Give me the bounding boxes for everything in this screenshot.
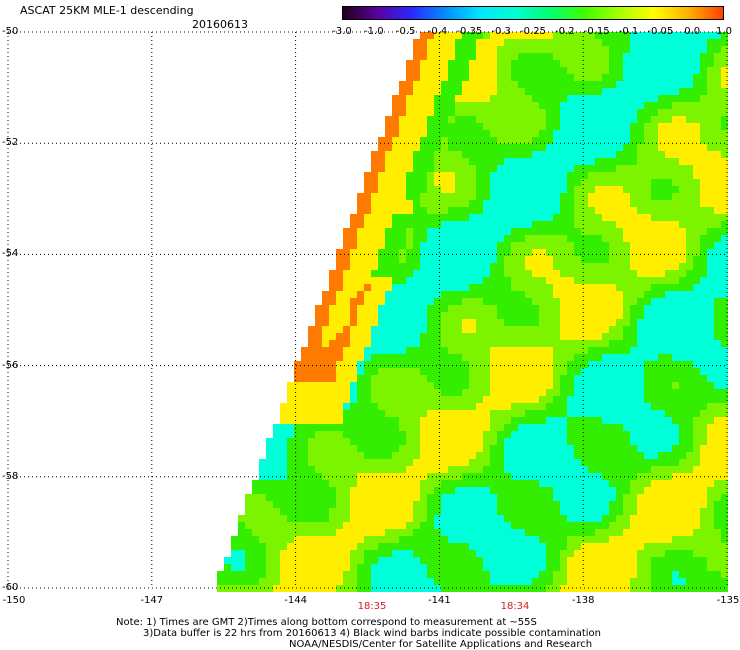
colorbar-tick-label: -0.3 [491,26,511,37]
latitude-label: -50 [2,26,19,37]
colorbar-tick-label: -0.05 [647,26,674,37]
colorbar-tick-label: -3.0 [332,26,352,37]
colorbar-tick-label: -0.1 [618,26,639,37]
longitude-label: -144 [284,595,307,606]
latitude-label: -56 [2,359,19,371]
map-grid [7,31,728,589]
colorbar-tick-label: 1.0 [716,26,732,37]
longitude-label: -135 [716,595,740,606]
latitude-label: -54 [2,248,19,260]
latitude-label: -58 [2,470,19,482]
longitude-label: -138 [571,595,595,606]
note-line-2: 3)Data buffer is 22 hrs from 20160613 4)… [143,628,601,639]
colorbar-tick-label: -0.2 [555,26,575,37]
map-title: ASCAT 25KM MLE-1 descending [20,4,194,17]
colorbar-tick-label: -1.0 [364,26,384,37]
map-date: 20160613 [192,18,248,31]
longitude-label: -141 [428,595,451,606]
colorbar-tick-label: 0.0 [684,26,701,37]
note-line-3: NOAA/NESDIS/Center for Satellite Applica… [289,639,593,650]
latitude-label: -60 [2,582,19,593]
colorbar-tick-label: -0.25 [520,26,546,37]
longitude-label: -147 [140,595,164,606]
longitude-label: -150 [2,595,26,606]
colorbar-tick-label: -0.35 [456,26,483,37]
note-line-1: Note: 1) Times are GMT 2)Times along bot… [116,617,537,628]
latitude-label: -52 [2,137,19,149]
colorbar-tick-label: -0.5 [395,26,416,37]
time-label-1: 18:35 [357,601,387,612]
colorbar-tick-label: -0.15 [583,26,610,37]
swath-pixels [217,32,728,592]
colorbar [342,6,724,20]
colorbar-tick-label: -0.4 [427,26,448,37]
time-label-2: 18:34 [500,601,530,612]
